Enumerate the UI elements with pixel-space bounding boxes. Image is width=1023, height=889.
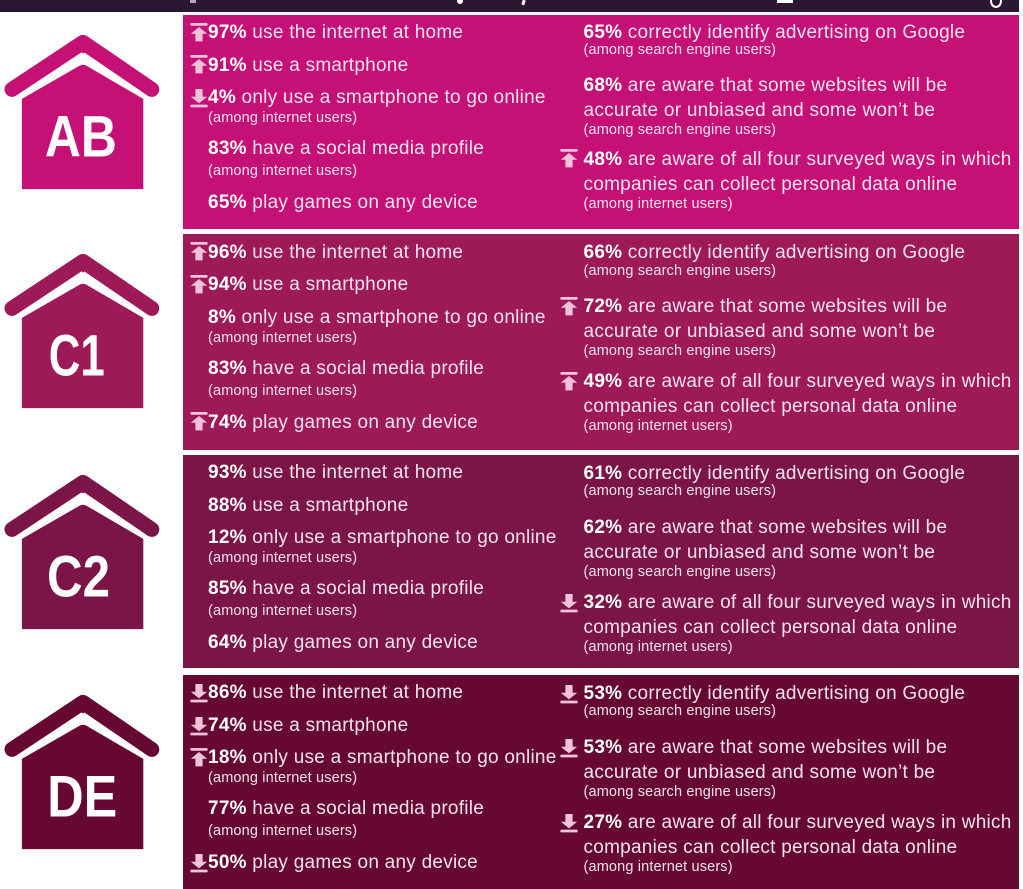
svg-text:C1: C1 <box>49 324 105 389</box>
svg-text:AB: AB <box>45 104 117 169</box>
svg-text:C2: C2 <box>47 544 110 609</box>
svg-text:DE: DE <box>47 764 117 829</box>
